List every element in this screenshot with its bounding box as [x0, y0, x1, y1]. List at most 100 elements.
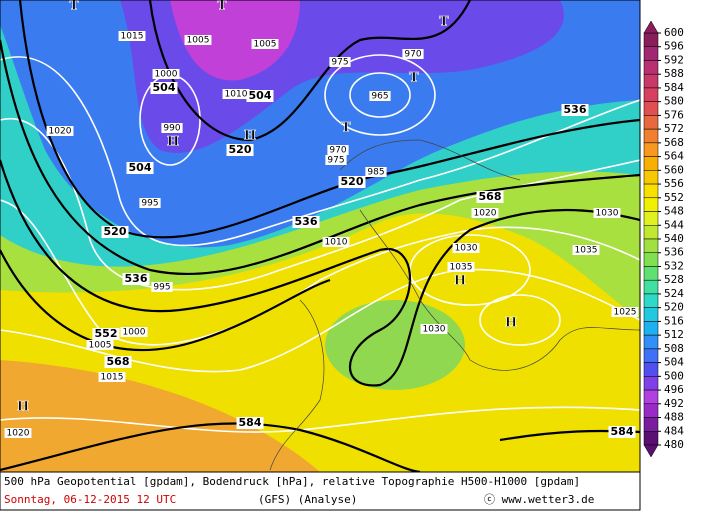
geopotential-label-box: [122, 273, 150, 285]
pressure-center: T: [341, 121, 351, 136]
geopotential-label: 520: [341, 175, 364, 188]
colorbar-swatch: [643, 403, 659, 418]
pressure-label-box: [447, 262, 475, 272]
pressure-label: 1015: [121, 32, 144, 42]
geopotential-label: 552: [95, 327, 118, 340]
colorbar-label: 572: [664, 122, 684, 135]
pressure-label: 1000: [123, 328, 146, 338]
colorbar-swatch: [643, 266, 659, 281]
geopotential-label: 584: [611, 425, 634, 438]
colorbar-swatch: [643, 211, 659, 226]
colorbar-swatch: [643, 128, 659, 144]
colorbar-swatch: [643, 73, 659, 89]
colorbar-label: 536: [664, 246, 684, 259]
pressure-label-box: [161, 123, 183, 133]
pressure-label-box: [184, 35, 212, 45]
pressure-label-box: [151, 282, 173, 292]
pressure-label-box: [46, 126, 74, 136]
pressure-label: 970: [329, 146, 346, 156]
colorbar-swatch: [643, 279, 659, 295]
geopotential-label-box: [150, 82, 178, 94]
colorbar-label: 500: [664, 369, 684, 382]
pressure-label: 975: [327, 156, 344, 166]
pressure-label-box: [86, 340, 114, 350]
pressure-label-box: [365, 167, 387, 177]
colorbar-label: 524: [664, 287, 684, 300]
colorbar-label: 544: [664, 218, 684, 231]
colorbar-label: 592: [664, 53, 684, 66]
pressure-label-box: [452, 243, 480, 253]
pressure-label: 975: [331, 58, 348, 68]
colorbar-label: 584: [664, 81, 684, 94]
pressure-label-box: [420, 324, 448, 334]
colorbar-label: 548: [664, 205, 684, 218]
pressure-label: 1030: [423, 325, 446, 335]
pressure-label: 970: [404, 50, 421, 60]
pressure-label-box: [139, 198, 161, 208]
colorbar-swatch: [643, 252, 659, 267]
geopotential-label: 568: [479, 190, 502, 203]
colorbar-label: 516: [664, 314, 684, 327]
pressure-label-box: [120, 327, 148, 337]
colorbar-label: 480: [664, 438, 684, 451]
colorbar-swatch: [643, 238, 659, 253]
geopotential-label-box: [292, 216, 320, 228]
pressure-label-box: [329, 57, 351, 67]
colorbar-swatch: [643, 417, 659, 432]
pressure-label: 965: [371, 92, 388, 102]
geopotential-label-box: [92, 328, 120, 340]
geopotential-label-box: [476, 191, 504, 203]
pressure-label: 1005: [254, 40, 277, 50]
geopotential-label-box: [561, 104, 589, 116]
pressure-label: 1010: [225, 90, 248, 100]
pressure-label-box: [611, 307, 639, 317]
map-labels: 504 504 504 520 520 520 536 536 536 552 568 568 584 5…: [4, 0, 639, 439]
pressure-label: 1005: [187, 36, 210, 46]
colorbar-label: 496: [664, 383, 684, 396]
pressure-center: T: [217, 0, 227, 14]
pressure-center: H: [244, 129, 256, 144]
pressure-label: 1030: [455, 244, 478, 254]
pressure-label: 1015: [101, 373, 124, 383]
colorbar-swatch: [643, 307, 659, 322]
geopotential-label: 504: [249, 89, 272, 102]
colorbar-swatch: [643, 389, 659, 405]
colorbar-swatch: [643, 334, 659, 350]
colorbar-swatch: [643, 156, 659, 171]
field-green-blob: [325, 300, 465, 390]
pressure-label: 995: [153, 283, 170, 293]
colorbar-label: 576: [664, 108, 684, 121]
colorbar-label: 600: [664, 26, 684, 39]
geopotential-label-box: [338, 176, 366, 188]
pressure-label-box: [593, 208, 621, 218]
geopotential-label-box: [236, 417, 264, 429]
pressure-center: H: [167, 135, 179, 150]
geopotential-label: 504: [129, 161, 152, 174]
geopotential-label-box: [104, 356, 132, 368]
pressure-label: 985: [367, 168, 384, 178]
pressure-label: 1020: [49, 127, 72, 137]
geopotential-label: 504: [153, 81, 176, 94]
colorbar-swatch: [643, 115, 659, 130]
colorbar-label: 492: [664, 397, 684, 410]
pressure-label-box: [471, 208, 499, 218]
geopotential-label: 536: [564, 103, 587, 116]
pressure-label-box: [572, 245, 600, 255]
colorbar-swatch: [643, 101, 659, 116]
geopotential-label-box: [226, 144, 254, 156]
caption-box: [0, 471, 641, 511]
geopotential-label-box: [246, 90, 274, 102]
geopotential-label: 584: [239, 416, 262, 429]
geopotential-label: 536: [295, 215, 318, 228]
colorbar-label: 528: [664, 273, 684, 286]
pressure-center: H: [454, 274, 466, 289]
pressure-label: 1035: [450, 263, 473, 273]
field-purple: [170, 0, 300, 81]
pressure-label: 1035: [575, 246, 598, 256]
pressure-label: 1020: [474, 209, 497, 219]
pressure-label-box: [402, 49, 424, 59]
geopotential-label: 536: [125, 272, 148, 285]
colorbar-top-arrow: [643, 20, 659, 34]
colorbar-label: 568: [664, 136, 684, 149]
